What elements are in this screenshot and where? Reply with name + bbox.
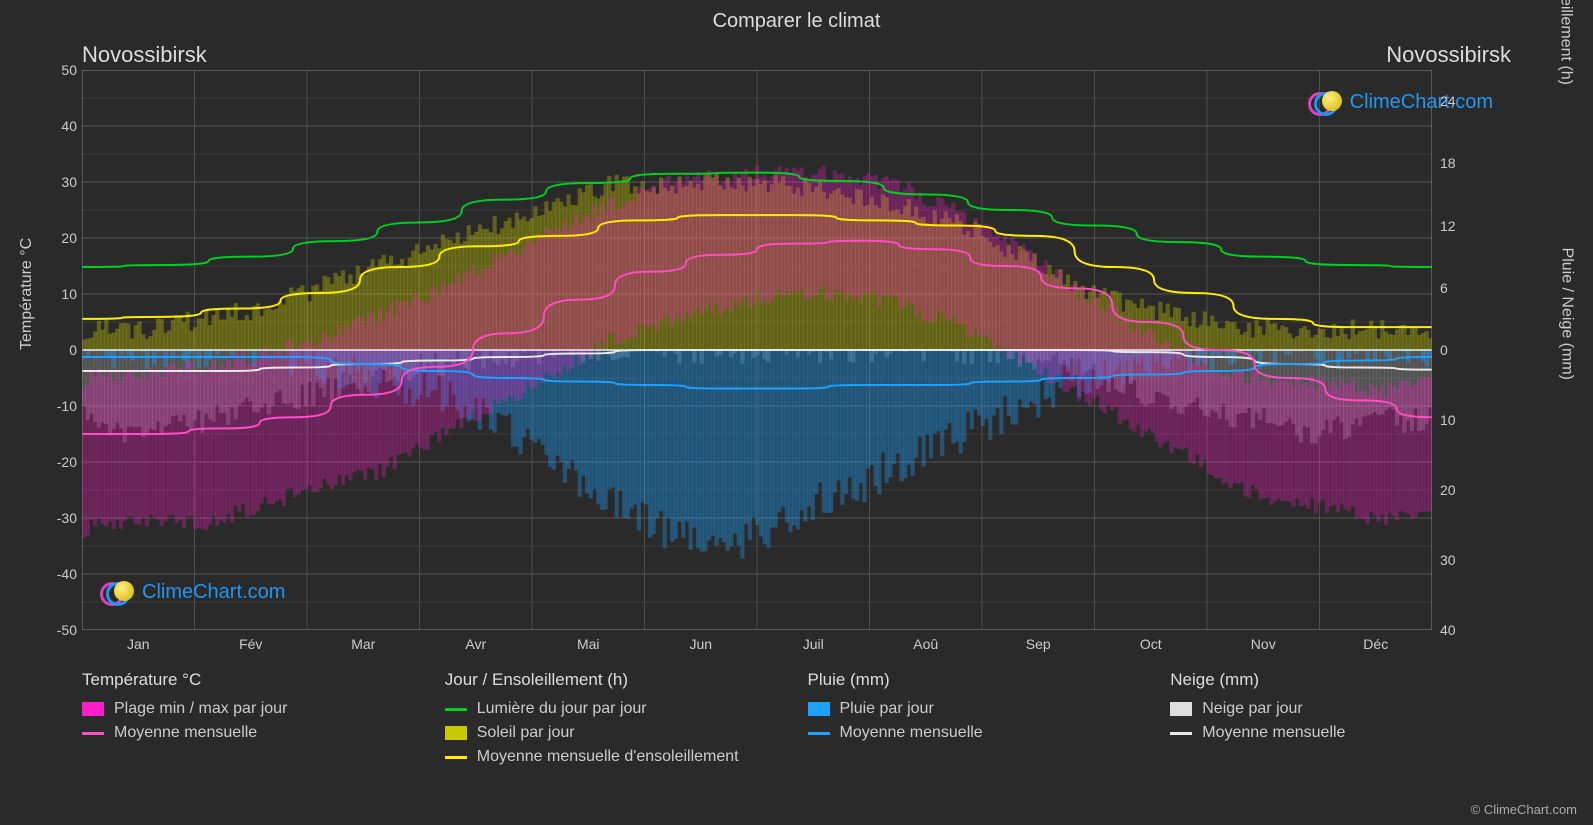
legend-title: Jour / Ensoleillement (h) xyxy=(445,670,788,690)
chart-svg xyxy=(82,70,1432,630)
y-left-axis-label: Température °C xyxy=(18,238,36,350)
x-month-tick: Aoû xyxy=(913,636,938,652)
legend-swatch xyxy=(808,702,830,716)
legend-column: Jour / Ensoleillement (h) Lumière du jour… xyxy=(445,670,808,772)
legend-item: Moyenne mensuelle d'ensoleillement xyxy=(445,748,788,766)
legend-item: Neige par jour xyxy=(1170,700,1513,718)
y-right-top-tick: 6 xyxy=(1440,280,1480,296)
y-left-tick: 0 xyxy=(37,342,77,358)
legend-swatch xyxy=(82,732,104,735)
logo-icon xyxy=(100,580,136,604)
y-right-top-tick: 12 xyxy=(1440,218,1480,234)
y-left-tick: 20 xyxy=(37,230,77,246)
legend-item: Lumière du jour par jour xyxy=(445,700,788,718)
x-month-tick: Jun xyxy=(689,636,712,652)
y-left-tick: 10 xyxy=(37,286,77,302)
x-month-tick: Sep xyxy=(1026,636,1051,652)
legend-swatch xyxy=(445,756,467,759)
y-right-top-tick: 24 xyxy=(1440,93,1480,109)
y-right-bot-tick: 30 xyxy=(1440,552,1480,568)
plot-area xyxy=(82,70,1432,630)
y-left-tick: -30 xyxy=(37,510,77,526)
legend-item: Soleil par jour xyxy=(445,724,788,742)
legend-swatch xyxy=(1170,732,1192,735)
chart-title: Comparer le climat xyxy=(0,10,1593,33)
legend-item: Pluie par jour xyxy=(808,700,1151,718)
legend-label: Pluie par jour xyxy=(840,700,934,718)
legend-swatch xyxy=(82,702,104,716)
legend-item: Moyenne mensuelle xyxy=(82,724,425,742)
x-month-tick: Nov xyxy=(1251,636,1276,652)
y-left-tick: -10 xyxy=(37,398,77,414)
legend-label: Moyenne mensuelle xyxy=(840,724,983,742)
y-left-tick: -20 xyxy=(37,454,77,470)
legend-label: Moyenne mensuelle d'ensoleillement xyxy=(477,748,739,766)
legend-swatch xyxy=(445,708,467,711)
y-left-tick: 50 xyxy=(37,62,77,78)
copyright: © ClimeChart.com xyxy=(1471,802,1577,817)
x-month-tick: Avr xyxy=(465,636,486,652)
legend-label: Plage min / max par jour xyxy=(114,700,287,718)
legend-swatch xyxy=(1170,702,1192,716)
legend-swatch xyxy=(808,732,830,735)
legend-column: Neige (mm) Neige par jour Moyenne mensuell… xyxy=(1170,670,1533,772)
legend-item: Moyenne mensuelle xyxy=(808,724,1151,742)
y-right-top-tick: 0 xyxy=(1440,342,1480,358)
legend-item: Plage min / max par jour xyxy=(82,700,425,718)
legend-label: Moyenne mensuelle xyxy=(114,724,257,742)
legend-column: Pluie (mm) Pluie par jour Moyenne mensuell… xyxy=(808,670,1171,772)
x-month-tick: Mar xyxy=(351,636,375,652)
x-month-tick: Déc xyxy=(1363,636,1388,652)
legend-label: Soleil par jour xyxy=(477,724,575,742)
legend-label: Lumière du jour par jour xyxy=(477,700,647,718)
legend-title: Neige (mm) xyxy=(1170,670,1513,690)
legend-title: Pluie (mm) xyxy=(808,670,1151,690)
legend-title: Température °C xyxy=(82,670,425,690)
legend-swatch xyxy=(445,726,467,740)
y-right-bot-tick: 40 xyxy=(1440,622,1480,638)
logo-icon xyxy=(1308,90,1344,114)
y-right-bottom-axis-label: Pluie / Neige (mm) xyxy=(1557,248,1575,380)
city-label-left: Novossibirsk xyxy=(82,42,207,68)
legend-column: Température °C Plage min / max par jour Mo… xyxy=(82,670,445,772)
y-left-tick: 30 xyxy=(37,174,77,190)
x-month-tick: Jan xyxy=(127,636,150,652)
y-right-bot-tick: 20 xyxy=(1440,482,1480,498)
y-right-top-axis-label: Jour / Ensoleillement (h) xyxy=(1557,0,1575,85)
logo-bottom-left: ClimeChart.com xyxy=(100,580,285,604)
legend-label: Moyenne mensuelle xyxy=(1202,724,1345,742)
climate-chart-container: Comparer le climat Novossibirsk Novossib… xyxy=(0,0,1593,825)
legend-item: Moyenne mensuelle xyxy=(1170,724,1513,742)
y-right-top-tick: 18 xyxy=(1440,155,1480,171)
x-month-tick: Fév xyxy=(239,636,262,652)
y-left-tick: 40 xyxy=(37,118,77,134)
y-right-bot-tick: 10 xyxy=(1440,412,1480,428)
x-month-tick: Juil xyxy=(803,636,824,652)
y-left-tick: -50 xyxy=(37,622,77,638)
x-month-tick: Oct xyxy=(1140,636,1162,652)
city-label-right: Novossibirsk xyxy=(1386,42,1511,68)
x-month-tick: Mai xyxy=(577,636,600,652)
logo-text: ClimeChart.com xyxy=(142,581,285,604)
legend: Température °C Plage min / max par jour Mo… xyxy=(82,670,1533,772)
y-left-tick: -40 xyxy=(37,566,77,582)
legend-label: Neige par jour xyxy=(1202,700,1303,718)
